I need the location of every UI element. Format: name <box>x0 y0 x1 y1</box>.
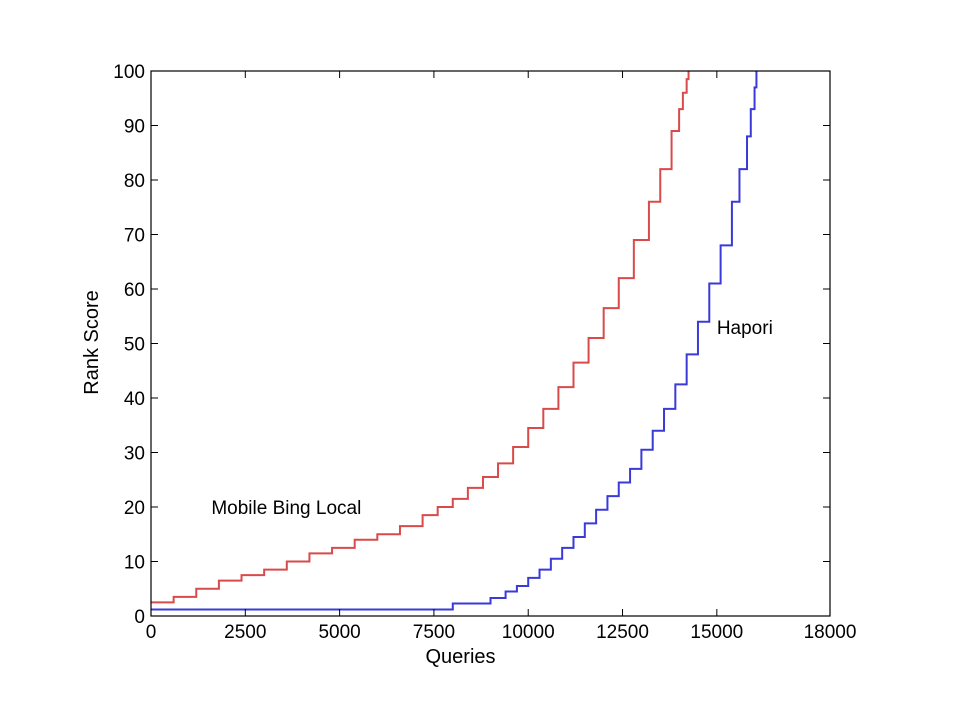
plot-frame <box>150 70 831 617</box>
annotation-mobile-bing-local: Mobile Bing Local <box>211 498 361 519</box>
x-tick-label: 10000 <box>502 622 555 643</box>
y-tick-label: 50 <box>124 335 145 356</box>
y-tick-label: 100 <box>113 62 145 83</box>
y-tick-label: 0 <box>134 607 145 628</box>
x-tick-label: 18000 <box>804 622 857 643</box>
series-line-hapori <box>151 71 758 611</box>
series-line-mobile-bing-local <box>151 71 690 604</box>
x-tick-label: 7500 <box>413 622 455 643</box>
y-tick-label: 60 <box>124 280 145 301</box>
y-tick-label: 40 <box>124 389 145 410</box>
y-tick-label: 20 <box>124 498 145 519</box>
x-tick-label: 2500 <box>224 622 266 643</box>
annotation-hapori: Hapori <box>717 318 773 339</box>
y-tick-label: 80 <box>124 171 145 192</box>
x-axis-label: Queries <box>425 646 495 668</box>
y-tick-label: 10 <box>124 553 145 574</box>
x-tick-label: 15000 <box>690 622 743 643</box>
y-tick-label: 90 <box>124 117 145 138</box>
x-tick-label: 5000 <box>318 622 360 643</box>
y-tick-label: 30 <box>124 444 145 465</box>
x-tick-label: 0 <box>146 622 157 643</box>
x-tick-label: 12500 <box>596 622 649 643</box>
y-tick-label: 70 <box>124 226 145 247</box>
y-axis-label: Rank Score <box>81 290 103 395</box>
